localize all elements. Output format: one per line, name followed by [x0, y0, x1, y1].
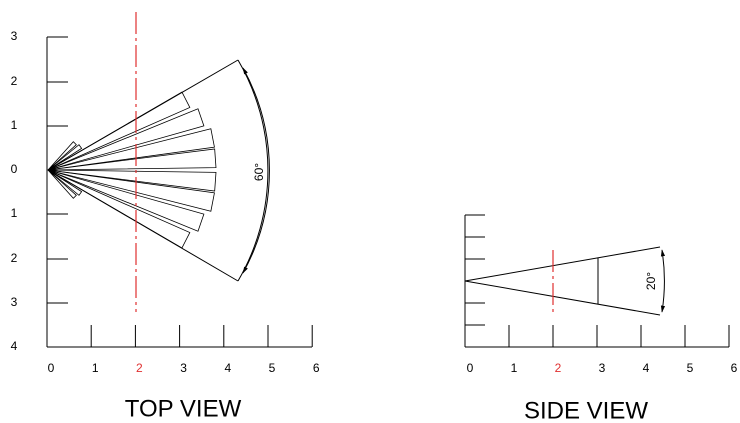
x-tick-label: 6	[731, 361, 738, 375]
side-view: 20° SIDE VIEW 0 1 2 3 4 5 6	[464, 214, 738, 423]
angle-label: 20°	[644, 272, 658, 290]
lobe	[47, 169, 83, 196]
x-tick-label: 4	[643, 361, 650, 375]
y-tick-label: 1	[11, 206, 18, 220]
view-title: SIDE VIEW	[524, 397, 648, 423]
lobe	[47, 148, 217, 171]
y-tick-label: 3	[11, 29, 18, 43]
x-tick-label: 0	[467, 361, 474, 375]
detection-fan	[47, 91, 217, 249]
x-tick-label: 5	[687, 361, 694, 375]
outer-arc	[237, 59, 269, 282]
angle-label: 60°	[252, 163, 266, 181]
angle-arrow	[242, 67, 270, 274]
lobe	[47, 128, 215, 171]
lobe	[47, 169, 217, 192]
lobe	[47, 169, 205, 232]
fan-edge	[47, 169, 239, 282]
y-tick-label: 0	[11, 162, 18, 176]
lobe	[47, 108, 205, 171]
view-title: TOP VIEW	[125, 395, 242, 422]
x-tick-label: 2	[555, 361, 562, 375]
y-tick-label: 4	[11, 339, 18, 353]
angle-arrow	[660, 249, 666, 313]
x-tick-label: 4	[224, 361, 231, 375]
x-tick-label: 1	[511, 361, 518, 375]
lobe	[47, 169, 77, 199]
x-tick-label: 3	[599, 361, 606, 375]
x-tick-label: 5	[269, 361, 276, 375]
lobe	[47, 144, 83, 171]
y-tick-label: 2	[11, 251, 18, 265]
lobe	[47, 141, 77, 171]
x-tick-label: 2	[136, 361, 143, 375]
cone-edge	[464, 280, 661, 316]
x-tick-label: 6	[313, 361, 320, 375]
x-tick-label: 3	[180, 361, 187, 375]
top-view: 60° TOP VIEW 3 2 1 0 1 2 3 4 0 1 2 3 4 5 6	[11, 12, 320, 422]
cone-edge	[464, 246, 661, 282]
x-tick-label: 1	[92, 361, 99, 375]
x-tick-label: 0	[48, 361, 55, 375]
lobe	[47, 169, 215, 212]
y-tick-label: 1	[11, 118, 18, 132]
y-tick-label: 2	[11, 74, 18, 88]
y-tick-label: 3	[11, 295, 18, 309]
fan-edge	[47, 59, 239, 171]
